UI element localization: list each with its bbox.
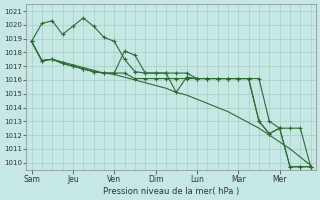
X-axis label: Pression niveau de la mer( hPa ): Pression niveau de la mer( hPa ) [103, 187, 239, 196]
